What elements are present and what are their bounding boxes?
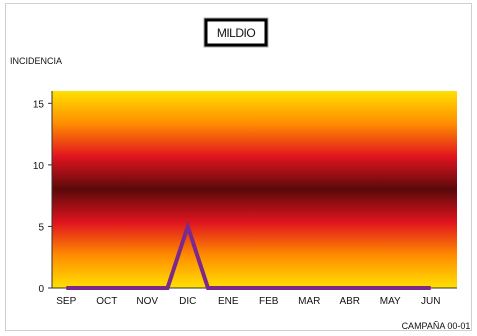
x-tick-label: ABR (339, 296, 360, 307)
y-axis-label: INCIDENCIA (10, 56, 62, 66)
x-tick-label: OCT (96, 296, 117, 307)
chart-title-box: MILDIO (203, 17, 269, 48)
x-tick-label: MAY (380, 296, 401, 307)
x-tick-label: DIC (179, 296, 196, 307)
x-tick-label: SEP (56, 296, 76, 307)
y-tick-label: 10 (33, 161, 45, 172)
series-layer (66, 220, 431, 290)
x-tick-label: ENE (218, 296, 239, 307)
x-tick-label: NOV (136, 296, 158, 307)
title-box-shadow (203, 17, 269, 48)
x-ticks: SEP OCT NOV DIC ENE FEB MAR ABR MAY JUN (56, 296, 440, 307)
y-tick-label: 15 (33, 99, 45, 110)
y-tick-label: 5 (38, 222, 44, 233)
plot-background (52, 91, 457, 288)
series-line (66, 220, 431, 290)
title-box-border (204, 18, 268, 47)
x-tick-label: FEB (259, 296, 279, 307)
x-tick-label: JUN (421, 296, 440, 307)
y-ticks: 0 5 10 15 (33, 99, 52, 295)
chart-title: MILDIO (217, 26, 256, 40)
chart-frame (5, 3, 472, 331)
x-axis-label: CAMPAÑA 00-01 (402, 321, 471, 331)
x-tick-label: MAR (298, 296, 320, 307)
y-tick-label: 0 (38, 284, 44, 295)
